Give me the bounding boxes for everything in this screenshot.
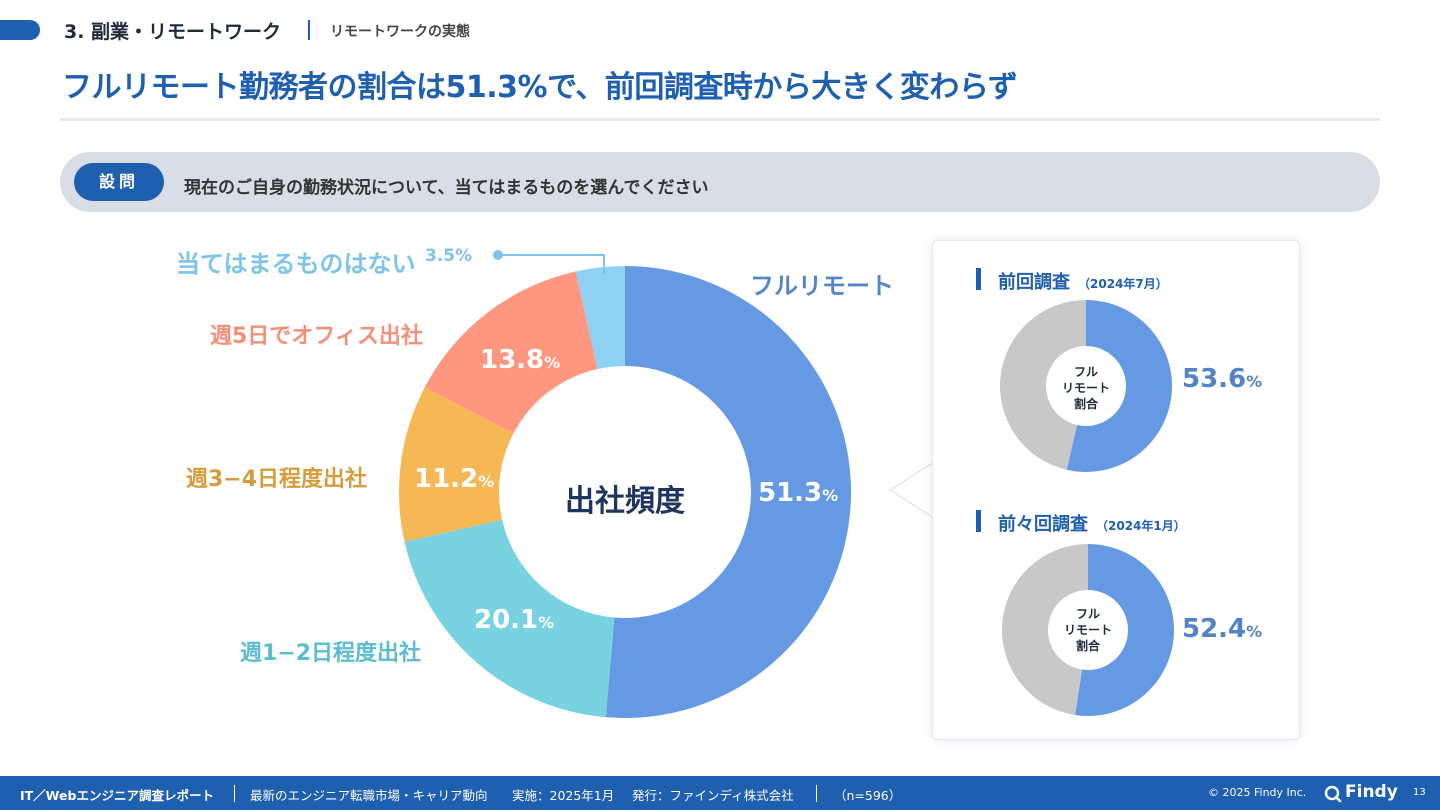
leader-line-path xyxy=(498,254,605,274)
slice-full-remote xyxy=(605,266,852,718)
section-subtitle: リモートワークの実態 xyxy=(330,24,470,40)
question-bar xyxy=(60,152,1380,212)
slice-label-1-2-days: 20.1% xyxy=(474,605,555,635)
donut-center-title: 出社頻度 xyxy=(565,484,685,519)
footer: IT／Webエンジニア調査レポート 最新のエンジニア転職市場・キャリア動向 実施… xyxy=(0,776,1440,810)
question-text: 現在のご自身の勤務状況について、当てはまるものを選んでください xyxy=(184,178,709,198)
category-5-days: 週5日でオフィス出社 xyxy=(210,324,423,349)
prev2-survey-marker xyxy=(976,510,981,532)
footer-publisher: 発行：ファインディ株式会社 xyxy=(632,788,794,803)
prev2-survey-center-label: フル リモート 割合 xyxy=(1063,607,1112,653)
section-marker xyxy=(0,20,40,40)
page-headline: フルリモート勤務者の割合は51.3%で、前回調査時から大きく変わらず xyxy=(62,70,1018,105)
slice-5-days xyxy=(424,271,598,434)
leader-line xyxy=(493,250,605,274)
prev-survey-title: 前回調査 （2024年7月） xyxy=(998,272,1168,293)
prev2-survey-donut xyxy=(1002,544,1174,716)
category-full-remote: フルリモート xyxy=(750,272,894,300)
main-donut-chart xyxy=(399,266,852,718)
prev2-survey-value: 52.4% xyxy=(1182,614,1263,644)
findy-brand: Findy xyxy=(1345,782,1398,802)
prev2-slice-other xyxy=(1002,544,1088,716)
slice-label-3-4-days: 11.2% xyxy=(414,464,495,494)
slice-label-full-remote: 51.3% xyxy=(758,478,839,508)
slice-label-none: 3.5% xyxy=(425,246,473,266)
category-none: 当てはまるものはない xyxy=(176,250,416,278)
prev-survey-marker xyxy=(976,268,981,290)
footer-divider xyxy=(816,785,817,802)
slice-none xyxy=(575,266,625,370)
footer-sample: （n=596） xyxy=(834,788,902,803)
slice-label-5-days: 13.8% xyxy=(480,345,561,375)
page-number: 13 xyxy=(1413,787,1426,798)
slice-1-2-days xyxy=(404,519,615,718)
callout-pointer xyxy=(888,458,936,522)
footer-report-title: IT／Webエンジニア調査レポート xyxy=(20,788,214,803)
prev-survey-center-label: フル リモート 割合 xyxy=(1061,365,1110,411)
prev2-slice-full-remote xyxy=(1075,544,1174,716)
callout-pointer-shape xyxy=(888,460,935,520)
footer-divider xyxy=(234,785,235,802)
question-pill: 設問 xyxy=(74,163,164,201)
prev-survey-value: 53.6% xyxy=(1182,364,1263,394)
footer-conducted: 実施：2025年1月 xyxy=(512,788,615,803)
footer-copyright: © 2025 Findy Inc. xyxy=(1208,786,1307,799)
slice-3-4-days xyxy=(399,387,514,542)
prev2-survey-title: 前々回調査 （2024年1月） xyxy=(998,514,1186,535)
prev-slice-other xyxy=(1000,300,1086,470)
category-3-4-days: 週3−4日程度出社 xyxy=(186,467,368,492)
prev-survey-donut xyxy=(1000,300,1172,472)
category-1-2-days: 週1−2日程度出社 xyxy=(240,641,422,666)
prev-slice-full-remote xyxy=(1066,300,1172,472)
header-divider xyxy=(308,20,310,40)
footer-subtitle: 最新のエンジニア転職市場・キャリア動向 xyxy=(250,788,488,803)
section-title: 3. 副業・リモートワーク xyxy=(64,21,282,43)
headline-rule xyxy=(60,118,1380,121)
findy-logo-icon xyxy=(1324,785,1342,803)
